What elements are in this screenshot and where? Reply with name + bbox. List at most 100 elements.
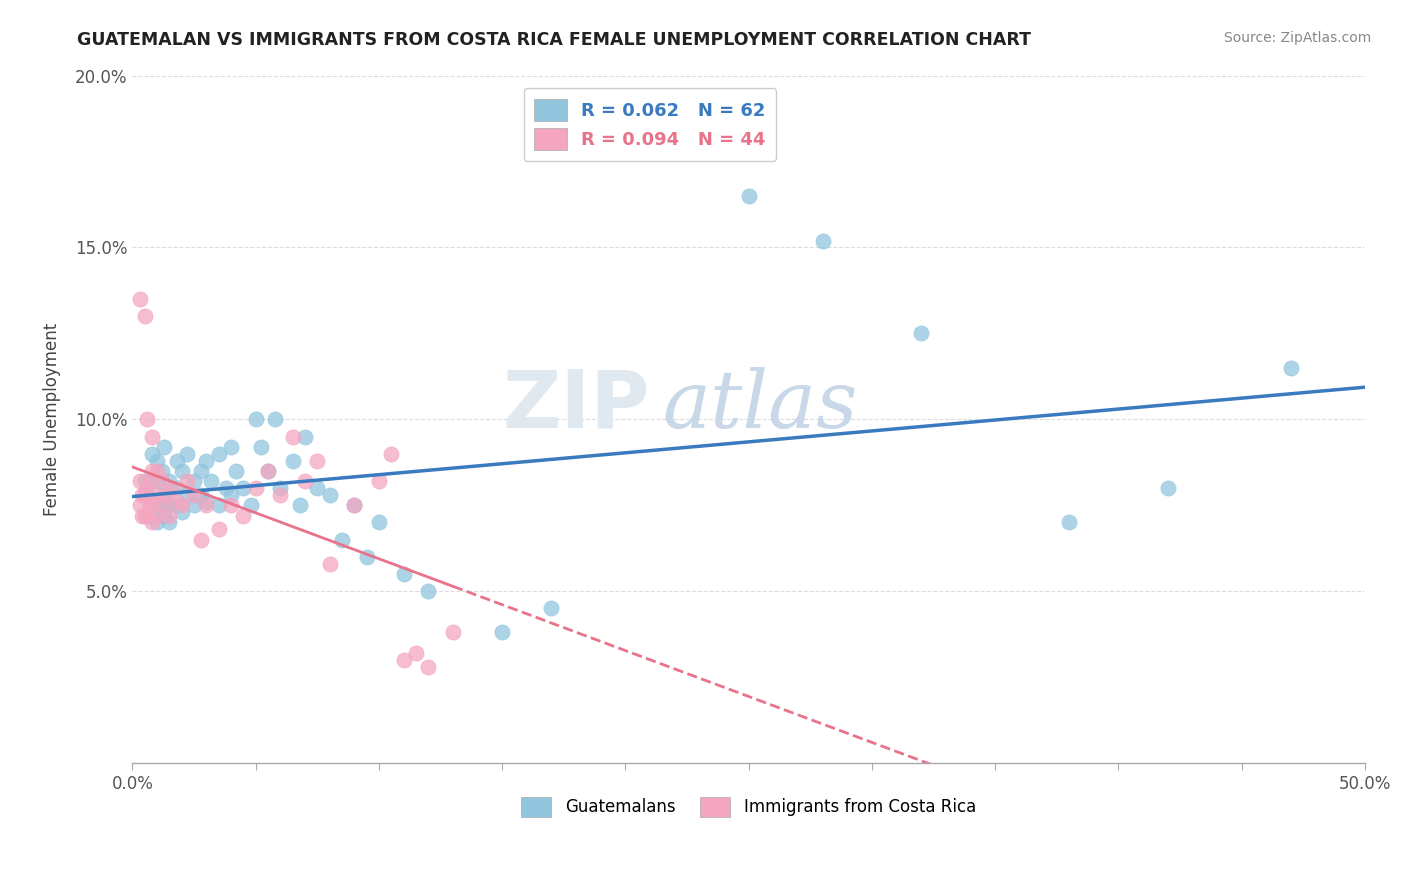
Point (190, 533, 212, 547)
Point (264, 412, 287, 426)
Point (157, 498, 180, 512)
Point (257, 464, 280, 478)
Point (811, 234, 834, 248)
Point (150, 464, 173, 478)
Point (134, 474, 156, 488)
Point (183, 498, 205, 512)
Text: Source: ZipAtlas.com: Source: ZipAtlas.com (1223, 31, 1371, 45)
Point (294, 474, 316, 488)
Point (134, 309, 156, 323)
Point (141, 516, 163, 530)
Point (134, 488, 156, 502)
Point (1156, 481, 1178, 495)
Point (176, 474, 198, 488)
Point (245, 481, 267, 495)
Point (128, 292, 150, 306)
Point (195, 453, 218, 467)
Point (1279, 360, 1302, 375)
Point (288, 498, 311, 512)
Point (208, 498, 231, 512)
Point (170, 464, 193, 478)
Text: ZIP: ZIP (503, 367, 650, 444)
Point (176, 447, 198, 461)
Point (307, 453, 329, 467)
Point (128, 498, 150, 512)
Point (153, 488, 176, 502)
Point (200, 474, 222, 488)
Point (225, 464, 247, 478)
Point (156, 488, 179, 502)
Legend: Guatemalans, Immigrants from Costa Rica: Guatemalans, Immigrants from Costa Rica (515, 790, 983, 823)
Point (166, 498, 188, 512)
Point (540, 601, 562, 615)
Point (219, 498, 242, 512)
Point (294, 429, 316, 443)
Point (157, 508, 180, 523)
Point (146, 474, 169, 488)
Point (232, 508, 254, 523)
Point (418, 660, 440, 674)
Point (170, 505, 193, 519)
Point (146, 488, 169, 502)
Point (146, 508, 169, 523)
Point (441, 625, 464, 640)
Point (128, 474, 150, 488)
Point (134, 488, 156, 502)
Point (157, 516, 180, 530)
Point (318, 488, 340, 502)
Point (307, 481, 329, 495)
Point (183, 488, 205, 502)
Point (219, 488, 242, 502)
Point (131, 508, 153, 523)
Point (343, 498, 366, 512)
Point (249, 440, 271, 454)
Point (737, 189, 759, 203)
Point (141, 464, 163, 478)
Text: GUATEMALAN VS IMMIGRANTS FROM COSTA RICA FEMALE UNEMPLOYMENT CORRELATION CHART: GUATEMALAN VS IMMIGRANTS FROM COSTA RICA… (77, 31, 1032, 49)
Point (245, 412, 267, 426)
Point (367, 516, 389, 530)
Point (208, 522, 231, 536)
Point (269, 481, 291, 495)
Point (190, 488, 212, 502)
Point (343, 498, 366, 512)
Point (136, 412, 159, 426)
Point (136, 508, 159, 523)
Point (232, 481, 254, 495)
Point (146, 516, 169, 530)
Point (141, 429, 163, 443)
Point (150, 498, 173, 512)
Text: atlas: atlas (662, 367, 858, 444)
Point (146, 453, 169, 467)
Point (215, 481, 238, 495)
Point (166, 481, 188, 495)
Point (239, 498, 262, 512)
Point (166, 495, 188, 509)
Point (208, 447, 231, 461)
Point (219, 440, 242, 454)
Point (1057, 516, 1080, 530)
Point (281, 453, 304, 467)
Point (146, 498, 169, 512)
Y-axis label: Female Unemployment: Female Unemployment (44, 323, 60, 516)
Point (153, 508, 176, 523)
Point (141, 495, 163, 509)
Point (170, 498, 193, 512)
Point (183, 474, 205, 488)
Point (136, 481, 159, 495)
Point (150, 474, 173, 488)
Point (367, 474, 389, 488)
Point (150, 498, 173, 512)
Point (405, 646, 427, 660)
Point (160, 481, 183, 495)
Point (491, 625, 513, 640)
Point (157, 474, 180, 488)
Point (356, 549, 378, 564)
Point (910, 326, 932, 341)
Point (281, 429, 304, 443)
Point (257, 464, 280, 478)
Point (392, 653, 415, 667)
Point (269, 488, 291, 502)
Point (146, 464, 169, 478)
Point (318, 557, 340, 571)
